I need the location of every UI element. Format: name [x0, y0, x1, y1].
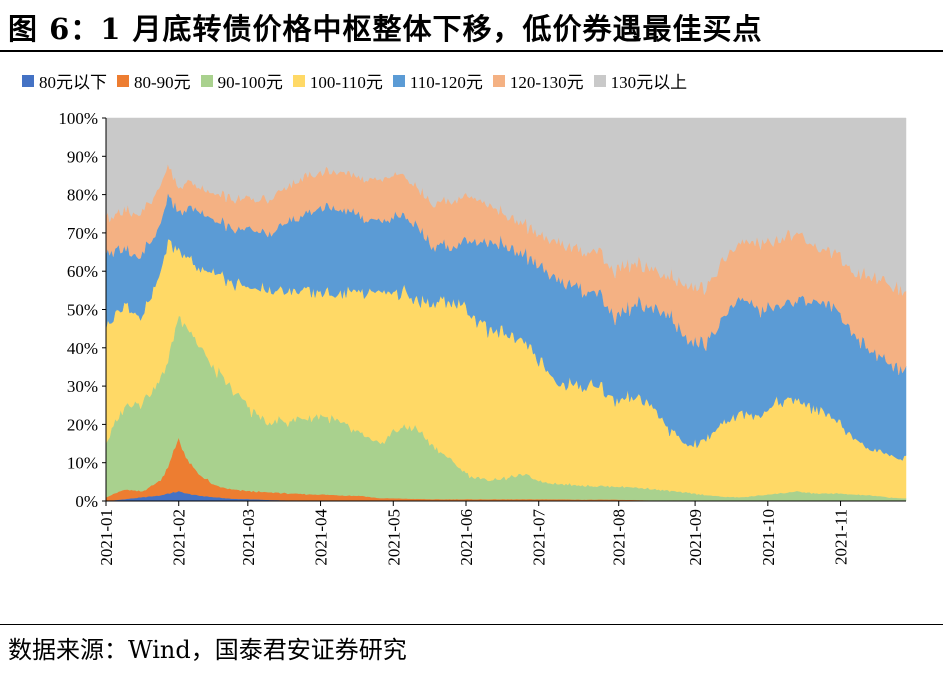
legend-item-5: 120-130元 [492, 68, 584, 93]
y-tick-label-10: 100% [58, 109, 98, 128]
legend-item-0: 80元以下 [22, 68, 107, 93]
legend-swatch-0 [22, 74, 34, 87]
x-tick-label-4: 2021-05 [384, 509, 403, 566]
chart-legend: 80元以下 80-90元 90-100元 100-110元 110-120元 120-13… [22, 68, 687, 93]
legend-swatch-3 [292, 74, 305, 87]
y-tick-label-1: 10% [67, 454, 98, 473]
legend-swatch-6 [593, 74, 606, 87]
legend-item-2: 90-100元 [200, 68, 283, 93]
y-tick-label-6: 60% [67, 262, 98, 281]
legend-label-0: 80元以下 [39, 73, 107, 92]
legend-item-6: 130元以上 [593, 68, 688, 93]
y-tick-label-9: 90% [67, 147, 98, 166]
x-tick-label-8: 2021-09 [686, 509, 705, 566]
x-tick-label-10: 2021-11 [832, 509, 851, 565]
legend-swatch-2 [200, 74, 213, 87]
legend-swatch-4 [392, 74, 405, 87]
legend-item-1: 80-90元 [117, 68, 191, 93]
legend-label-3: 100-110元 [309, 73, 383, 92]
legend-label-1: 80-90元 [134, 73, 191, 92]
figure-title: 图 6：1 月底转债价格中枢整体下移，低价券遇最佳买点 [8, 12, 763, 46]
source-rule [0, 624, 943, 625]
x-tick-label-2: 2021-03 [239, 509, 258, 566]
legend-swatch-1 [117, 74, 129, 87]
x-tick-label-7: 2021-08 [610, 509, 629, 566]
source-note: 数据来源：Wind，国泰君安证券研究 [8, 636, 407, 664]
legend-label-5: 120-130元 [509, 73, 584, 92]
x-tick-label-3: 2021-04 [312, 509, 331, 566]
y-tick-label-7: 70% [67, 224, 98, 243]
title-rule [0, 50, 943, 52]
area-series-6 [105, 117, 907, 297]
y-tick-label-5: 50% [67, 301, 98, 320]
legend-item-4: 110-120元 [392, 68, 483, 93]
x-tick-label-0: 2021-01 [97, 509, 116, 566]
y-tick-label-2: 20% [67, 415, 98, 434]
y-tick-label-0: 0% [75, 492, 98, 511]
x-tick-label-5: 2021-06 [457, 509, 476, 566]
legend-label-4: 110-120元 [409, 73, 483, 92]
legend-label-2: 90-100元 [217, 73, 283, 92]
y-tick-label-3: 30% [67, 377, 98, 396]
legend-item-3: 100-110元 [292, 68, 383, 93]
legend-swatch-5 [492, 74, 505, 87]
y-tick-label-8: 80% [67, 186, 98, 205]
x-tick-label-1: 2021-02 [170, 509, 189, 566]
x-tick-label-9: 2021-10 [759, 509, 778, 566]
y-tick-label-4: 40% [67, 339, 98, 358]
legend-label-6: 130元以上 [610, 73, 688, 92]
x-tick-label-6: 2021-07 [530, 509, 549, 566]
